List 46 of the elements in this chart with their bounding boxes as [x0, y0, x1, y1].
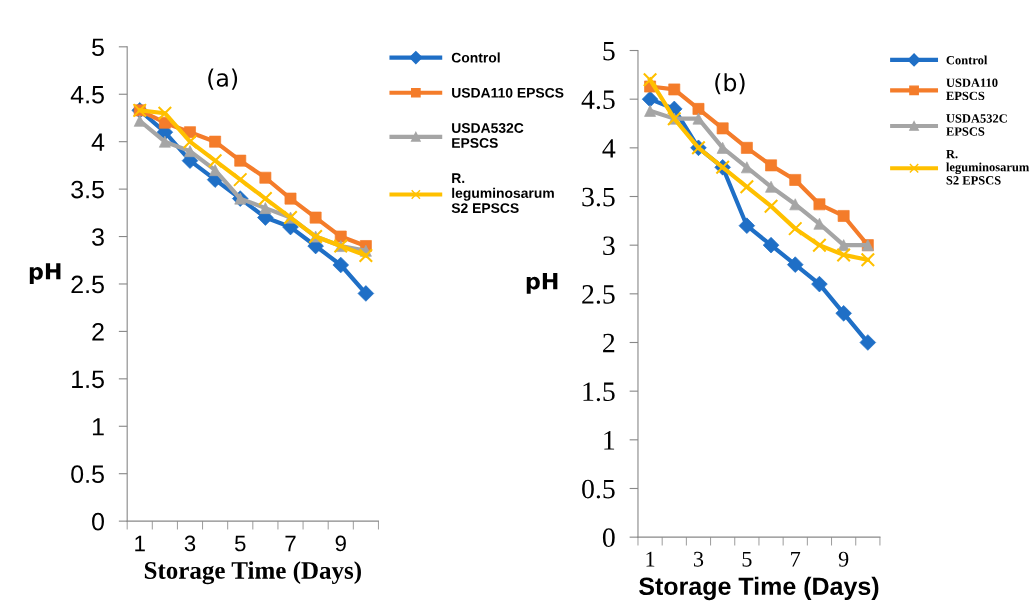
legend-label: USDA532C EPSCS — [946, 114, 1007, 136]
y-tick-label: 4.5 — [581, 90, 615, 110]
y-tick-label: 1 — [92, 418, 104, 436]
y-tick-label: 4 — [91, 133, 105, 151]
y-tick-label: 1.5 — [72, 370, 104, 389]
x-tick-label: 9 — [335, 535, 346, 552]
y-tick-label: 5 — [92, 38, 104, 57]
y-tick-label: 3 — [92, 228, 104, 246]
y-axis-title: pH — [526, 273, 558, 294]
legend-label: USDA110 EPSCS — [452, 87, 564, 98]
annotation: (b) — [715, 73, 745, 95]
y-tick-label: 0 — [602, 528, 615, 548]
y-tick-label: 5 — [603, 41, 615, 61]
x-tick-label: 7 — [285, 535, 296, 552]
annotation: (a) — [208, 68, 238, 90]
x-tick-label: 7 — [791, 551, 801, 567]
legend-label: USDA532C EPSCS — [452, 123, 524, 148]
y-tick-label: 0.5 — [71, 465, 104, 484]
legend-label: R. leguminosarum S2 EPSCS — [451, 173, 554, 214]
y-tick-label: 3.5 — [71, 180, 104, 199]
y-tick-label: 2.5 — [71, 275, 104, 294]
y-tick-label: 4.5 — [70, 86, 104, 104]
x-axis-title: Storage Time (Days) — [144, 561, 361, 585]
x-tick-label: 5 — [234, 535, 246, 552]
y-tick-label: 3.5 — [582, 187, 615, 207]
x-axis-title: Storage Time (Days) — [639, 576, 879, 601]
y-tick-label: 2 — [603, 333, 615, 353]
y-tick-label: 3 — [603, 236, 615, 256]
legend-label: USDA110 EPSCS — [946, 78, 998, 101]
y-tick-label: 1.5 — [583, 382, 615, 402]
x-tick-label: 3 — [693, 551, 704, 567]
y-tick-label: 2 — [92, 323, 104, 341]
y-tick-label: 1 — [604, 431, 615, 450]
legend-label: R. leguminosarum S2 EPSCS — [946, 149, 1030, 185]
y-tick-label: 0 — [92, 512, 104, 531]
y-tick-label: 0.5 — [582, 479, 615, 499]
x-tick-label: 5 — [742, 551, 752, 567]
x-tick-label: 1 — [646, 551, 655, 567]
y-tick-label: 2.5 — [582, 285, 615, 304]
legend-label: Control — [946, 55, 988, 65]
x-tick-label: 3 — [184, 535, 196, 552]
x-tick-label: 1 — [135, 535, 145, 552]
x-tick-label: 9 — [838, 551, 849, 567]
y-axis-title: pH — [29, 263, 61, 284]
y-tick-label: 4 — [602, 139, 616, 158]
legend-label: Control — [451, 52, 500, 63]
